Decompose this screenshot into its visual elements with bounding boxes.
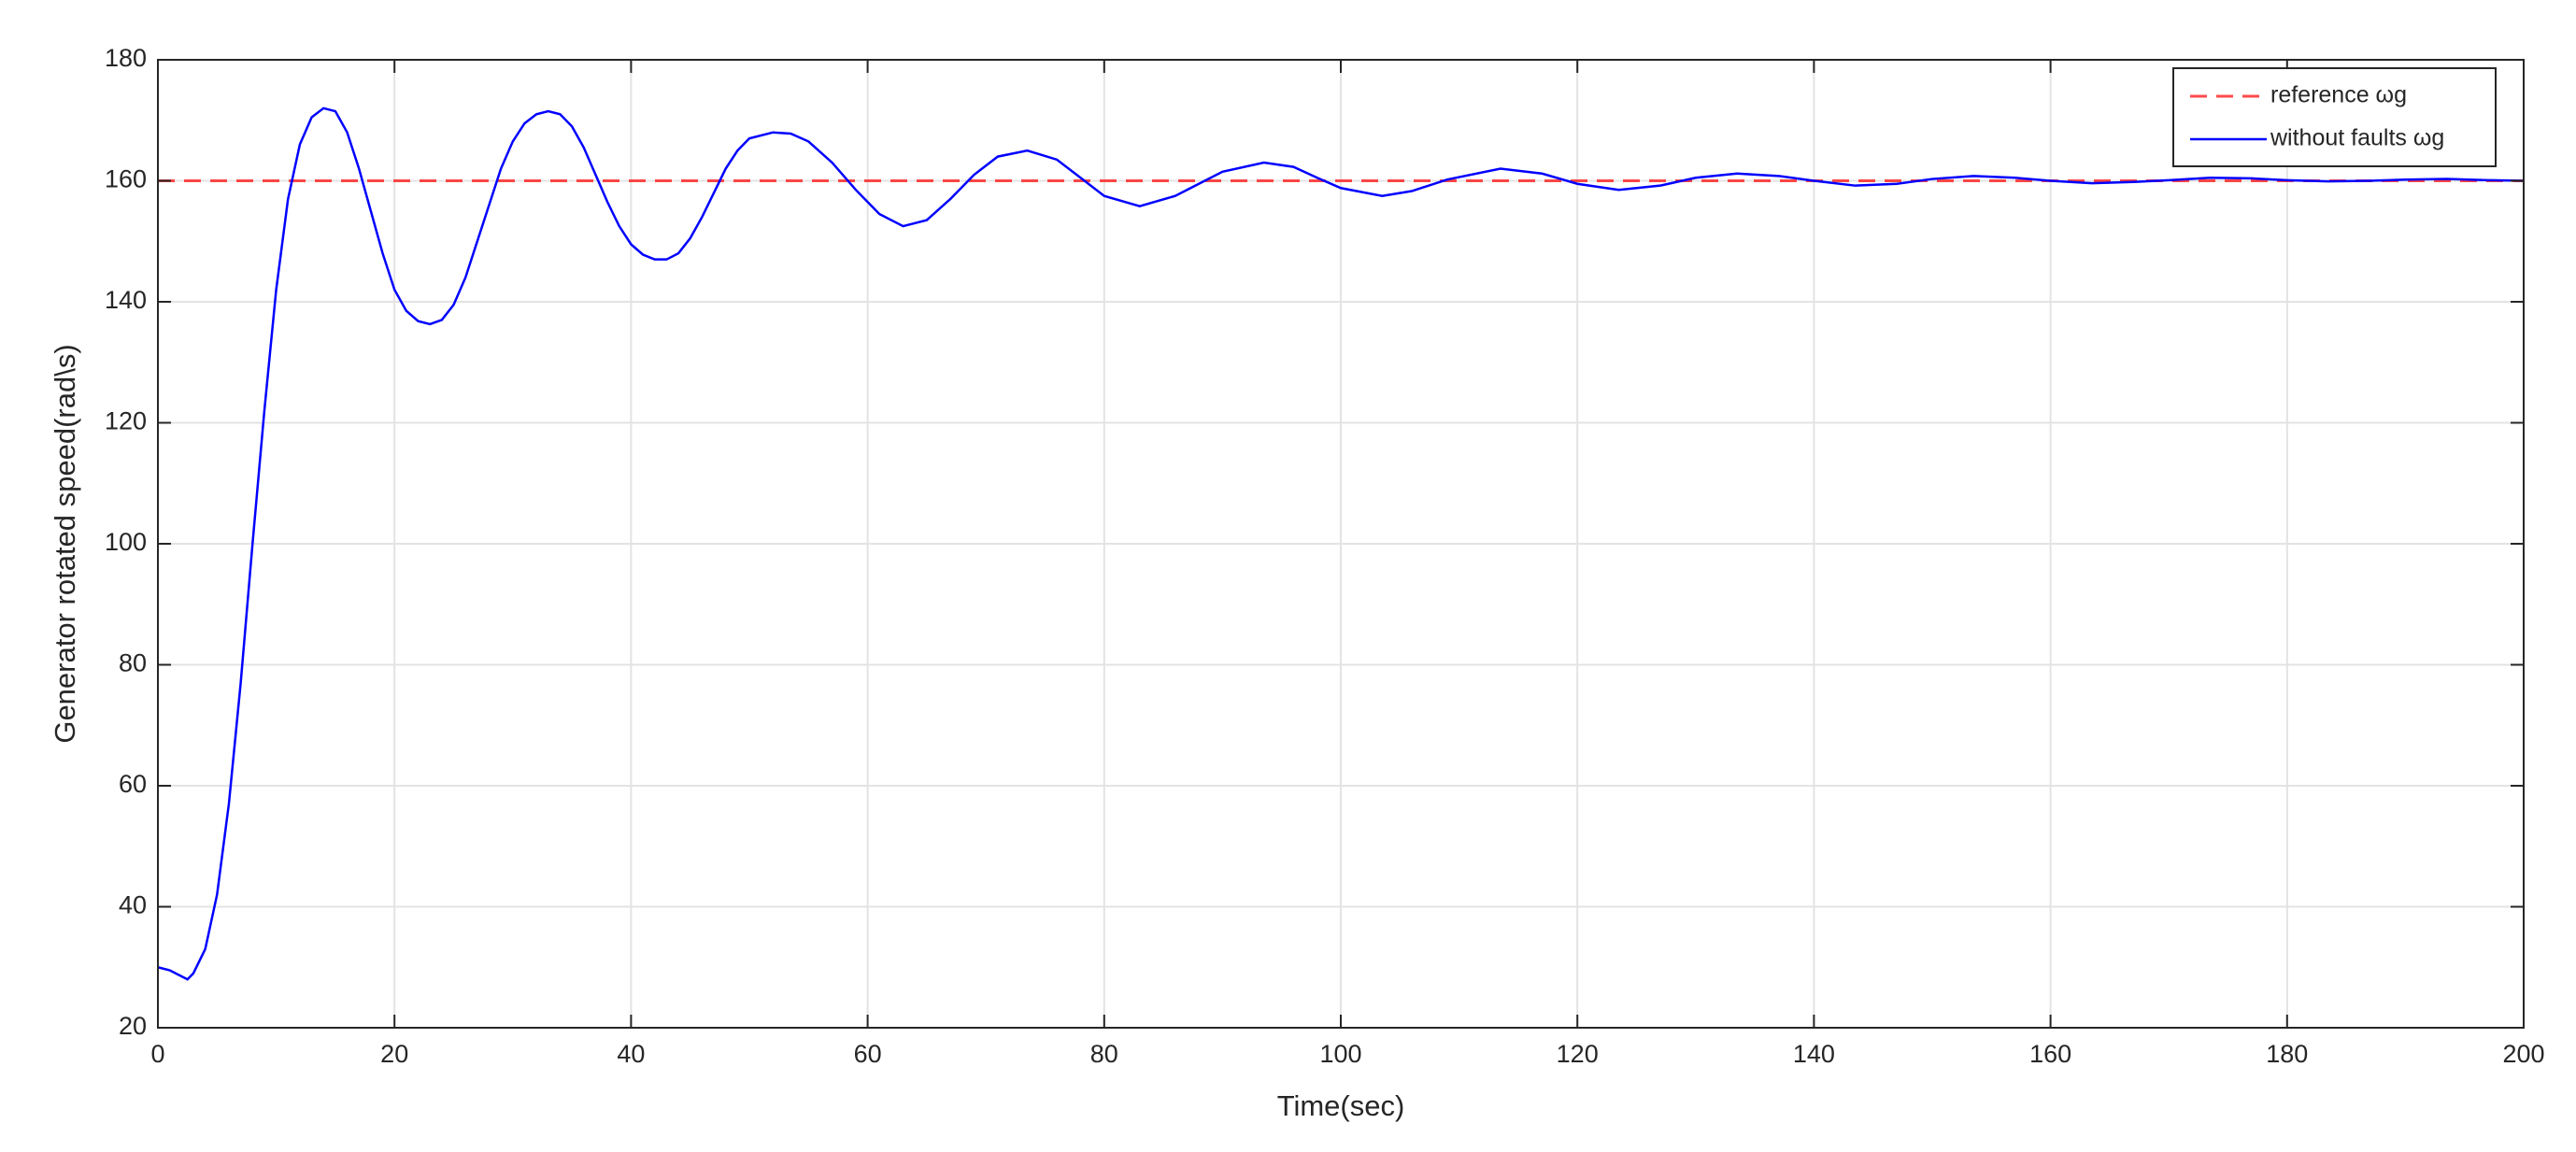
x-tick-label: 120	[1557, 1040, 1599, 1068]
y-tick-label: 20	[119, 1012, 147, 1040]
y-tick-label: 160	[105, 165, 147, 193]
y-tick-label: 100	[105, 528, 147, 556]
x-tick-label: 180	[2266, 1040, 2308, 1068]
legend-label: without faults ωg	[2270, 125, 2444, 151]
y-tick-label: 60	[119, 770, 147, 798]
legend-label: reference ωg	[2270, 82, 2407, 108]
x-tick-label: 100	[1319, 1040, 1361, 1068]
axes-box	[157, 59, 2525, 1029]
legend-box	[2172, 67, 2497, 167]
y-tick-label: 40	[119, 891, 147, 919]
y-tick-label: 80	[119, 649, 147, 677]
x-tick-label: 20	[380, 1040, 408, 1068]
y-axis-label: Generator rotated speed(rad\s)	[49, 344, 81, 743]
x-tick-label: 140	[1793, 1040, 1835, 1068]
x-tick-label: 60	[854, 1040, 882, 1068]
y-tick-label: 120	[105, 407, 147, 435]
y-tick-label: 140	[105, 286, 147, 314]
x-axis-label: Time(sec)	[1277, 1089, 1405, 1122]
x-tick-label: 40	[617, 1040, 645, 1068]
x-tick-label: 0	[150, 1040, 164, 1068]
data-line	[157, 107, 2525, 981]
x-tick-label: 160	[2029, 1040, 2071, 1068]
x-tick-label: 80	[1090, 1040, 1118, 1068]
y-tick-label: 180	[105, 44, 147, 72]
x-tick-label: 200	[2502, 1040, 2544, 1068]
